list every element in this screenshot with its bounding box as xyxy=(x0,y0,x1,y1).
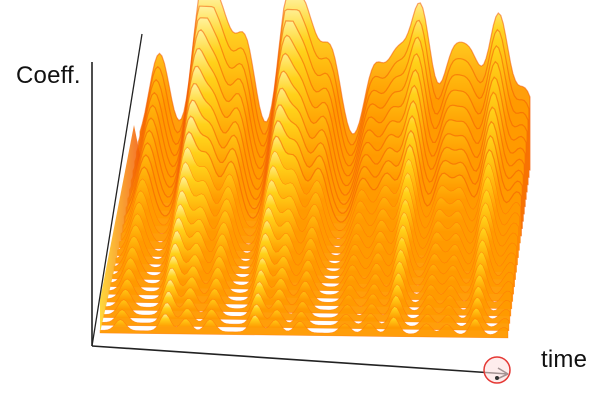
left-side-wall xyxy=(100,125,140,333)
series-slice-22 xyxy=(103,291,511,324)
cursor-click-indicator xyxy=(483,356,511,384)
x-axis-line xyxy=(91,345,509,375)
cursor-dot xyxy=(495,376,499,380)
depth-axis-line xyxy=(91,33,143,347)
x-axis-label: time xyxy=(541,346,588,373)
series-slice-23 xyxy=(101,302,510,332)
y-axis-label: Coeff. xyxy=(16,62,81,89)
series-slice-24 xyxy=(99,313,509,339)
